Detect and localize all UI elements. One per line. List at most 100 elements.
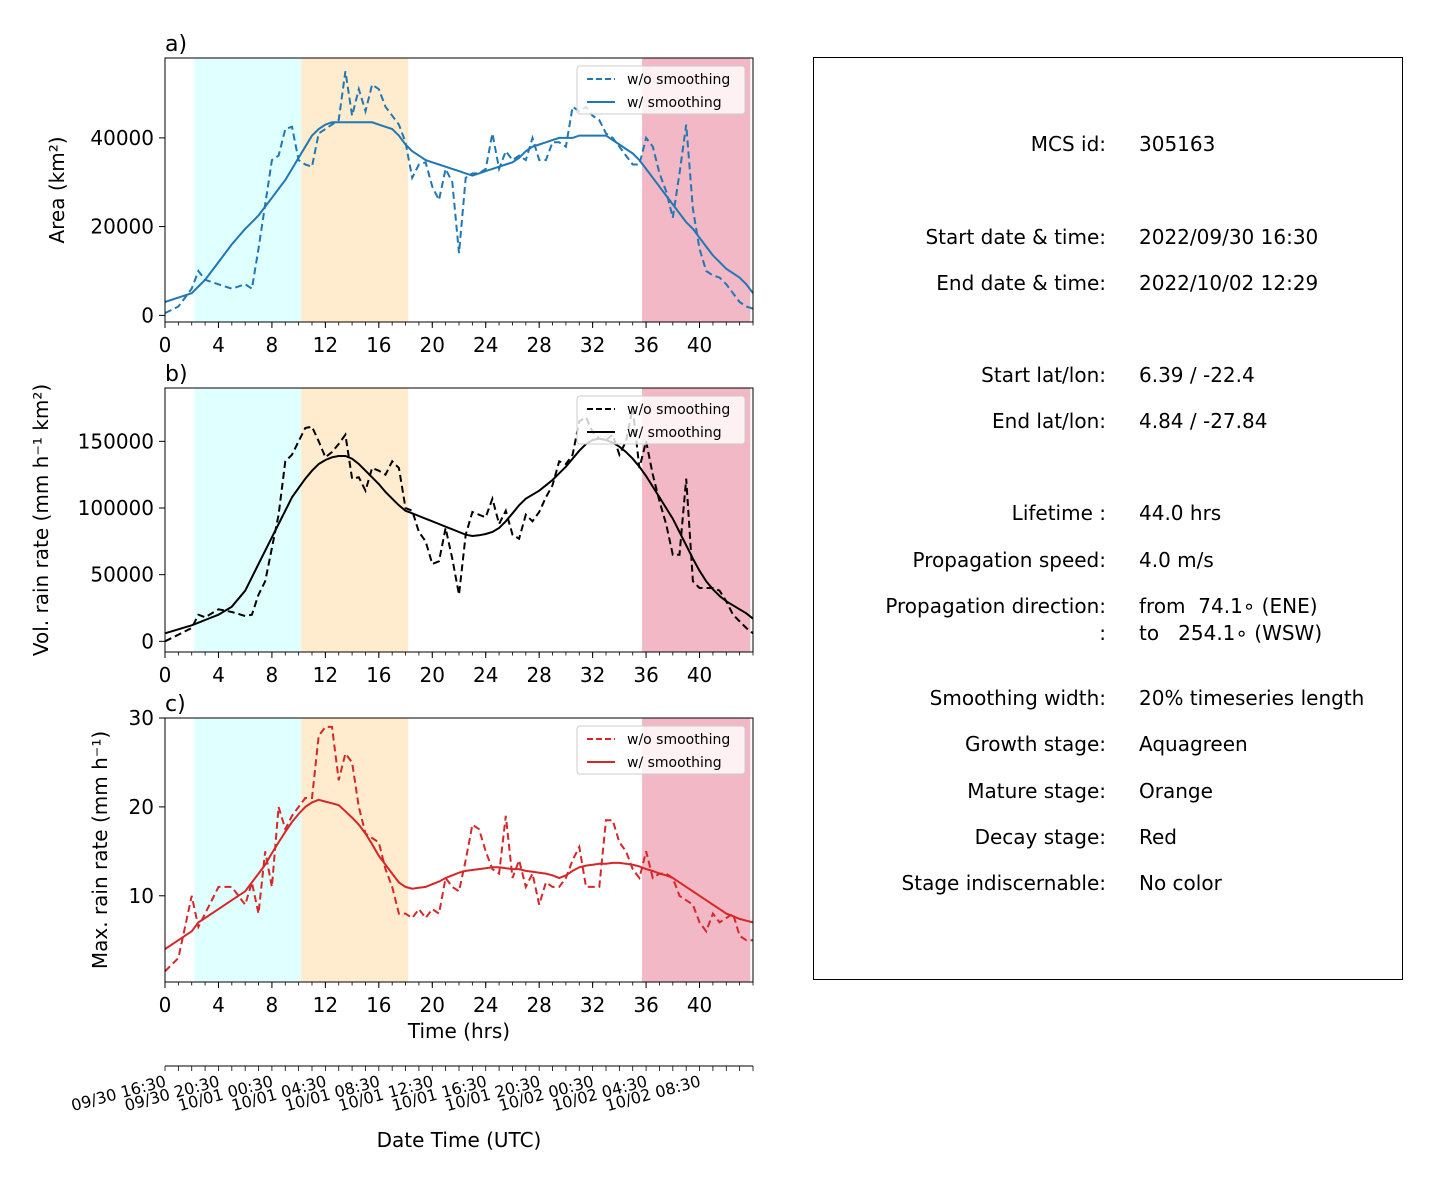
maxrain-y-tick-label: 20 (129, 795, 154, 819)
maxrain-growth-stage-band (194, 718, 302, 982)
volrain-growth-stage-band (194, 388, 302, 652)
area-legend-smooth-label: w/ smoothing (627, 95, 722, 111)
maxrain-mature-stage-band (301, 718, 409, 982)
volrain-x-tick-label: 12 (313, 663, 338, 687)
area-mature-stage-band (301, 58, 409, 322)
info-label: Mature stage: (967, 779, 1106, 803)
volrain-mature-stage-band (301, 388, 409, 652)
volrain-legend-box (576, 395, 746, 445)
maxrain-legend-box (576, 725, 746, 775)
maxrain-smooth-series-line (164, 798, 754, 950)
volrain-panel-label: b) (165, 362, 188, 387)
area-x-tick-label: 28 (526, 333, 551, 357)
info-value: Red (1139, 825, 1177, 849)
area-y-tick-label: 20000 (90, 215, 154, 239)
info-label: Growth stage: (964, 732, 1106, 756)
area-x-tick-label: 24 (473, 333, 498, 357)
info-label: : (1099, 621, 1106, 645)
maxrain-legend-raw-label: w/o smoothing (627, 732, 730, 748)
info-label: Propagation speed: (912, 548, 1106, 572)
maxrain-legend-smooth-label: w/ smoothing (627, 755, 722, 771)
info-value: No color (1139, 871, 1222, 895)
info-value: 4.84 / -27.84 (1139, 409, 1268, 433)
maxrain-x-tick-label: 4 (212, 993, 225, 1017)
area-smooth-series-line (164, 121, 754, 303)
volrain-x-tick-label: 8 (266, 663, 279, 687)
maxrain-x-tick-label: 36 (633, 993, 658, 1017)
volrain-x-tick-label: 40 (687, 663, 712, 687)
info-value: Aquagreen (1139, 732, 1248, 756)
maxrain-x-tick-label: 8 (266, 993, 279, 1017)
area-x-tick-label: 36 (633, 333, 658, 357)
maxrain-y-tick-label: 30 (129, 706, 154, 730)
maxrain-x-tick-label: 16 (366, 993, 391, 1017)
maxrain-x-tick-label: 12 (313, 993, 338, 1017)
maxrain-x-tick-label: 24 (473, 993, 498, 1017)
info-value: 2022/09/30 16:30 (1139, 225, 1319, 249)
area-legend-box (576, 65, 746, 115)
info-value: from 74.1∘ (ENE) (1139, 594, 1318, 618)
maxrain-panel-label: c) (165, 692, 186, 717)
volrain-x-tick-label: 16 (366, 663, 391, 687)
area-x-tick-label: 16 (366, 333, 391, 357)
volrain-x-tick-label: 24 (473, 663, 498, 687)
volrain-y-axis-label: Vol. rain rate (mm h⁻¹ km²) (29, 384, 53, 656)
info-label: Start date & time: (925, 225, 1106, 249)
info-label: Lifetime : (1011, 501, 1106, 525)
area-x-tick-label: 8 (266, 333, 279, 357)
area-x-tick-label: 40 (687, 333, 712, 357)
maxrain-x-tick-label: 0 (159, 993, 172, 1017)
area-x-tick-label: 20 (420, 333, 445, 357)
area-x-tick-label: 0 (159, 333, 172, 357)
datetime-axis-label: Date Time (UTC) (377, 1128, 542, 1152)
info-label: End date & time: (936, 271, 1106, 295)
maxrain-y-axis-label: Max. rain rate (mm h⁻¹) (88, 731, 112, 969)
volrain-x-tick-label: 20 (420, 663, 445, 687)
volrain-x-tick-label: 32 (580, 663, 605, 687)
info-label: Stage indiscernable: (901, 871, 1106, 895)
maxrain-x-tick-label: 40 (687, 993, 712, 1017)
info-value: 305163 (1139, 132, 1216, 156)
maxrain-x-tick-label: 32 (580, 993, 605, 1017)
volrain-y-tick-label: 150000 (78, 429, 154, 453)
volrain-y-tick-label: 100000 (78, 496, 154, 520)
info-value: Orange (1139, 779, 1213, 803)
area-panel-label: a) (165, 32, 187, 57)
info-panel: MCS id: 305163 Start date & time: 2022/0… (813, 57, 1403, 980)
info-value: 20% timeseries length (1139, 686, 1365, 710)
info-label: End lat/lon: (992, 409, 1106, 433)
info-value: to 254.1∘ (WSW) (1139, 621, 1323, 645)
area-legend-raw-label: w/o smoothing (627, 72, 730, 88)
volrain-x-tick-label: 4 (212, 663, 225, 687)
maxrain-x-tick-label: 20 (420, 993, 445, 1017)
info-value: 2022/10/02 12:29 (1139, 271, 1319, 295)
info-label: Start lat/lon: (981, 363, 1106, 387)
info-label: Propagation direction: (885, 594, 1106, 618)
info-value: 44.0 hrs (1139, 501, 1222, 525)
volrain-y-tick-label: 50000 (90, 563, 154, 587)
area-y-tick-label: 0 (141, 303, 154, 327)
volrain-y-tick-label: 0 (141, 629, 154, 653)
time-axis-label: Time (hrs) (407, 1019, 510, 1043)
info-value: 4.0 m/s (1139, 548, 1214, 572)
area-raw-series-line (164, 71, 754, 314)
area-x-tick-label: 12 (313, 333, 338, 357)
info-label: Smoothing width: (929, 686, 1106, 710)
area-y-axis-label: Area (km²) (45, 136, 69, 243)
info-value: 6.39 / -22.4 (1139, 363, 1255, 387)
maxrain-y-tick-label: 10 (129, 884, 154, 908)
area-y-tick-label: 40000 (90, 126, 154, 150)
area-growth-stage-band (194, 58, 302, 322)
volrain-legend-raw-label: w/o smoothing (627, 402, 730, 418)
volrain-smooth-series-line (164, 437, 754, 635)
area-x-tick-label: 4 (212, 333, 225, 357)
volrain-x-tick-label: 28 (526, 663, 551, 687)
volrain-x-tick-label: 0 (159, 663, 172, 687)
area-x-tick-label: 32 (580, 333, 605, 357)
maxrain-x-tick-label: 28 (526, 993, 551, 1017)
volrain-legend-smooth-label: w/ smoothing (627, 425, 722, 441)
volrain-x-tick-label: 36 (633, 663, 658, 687)
volrain-raw-series-line (164, 407, 754, 643)
info-label: MCS id: (1030, 132, 1106, 156)
